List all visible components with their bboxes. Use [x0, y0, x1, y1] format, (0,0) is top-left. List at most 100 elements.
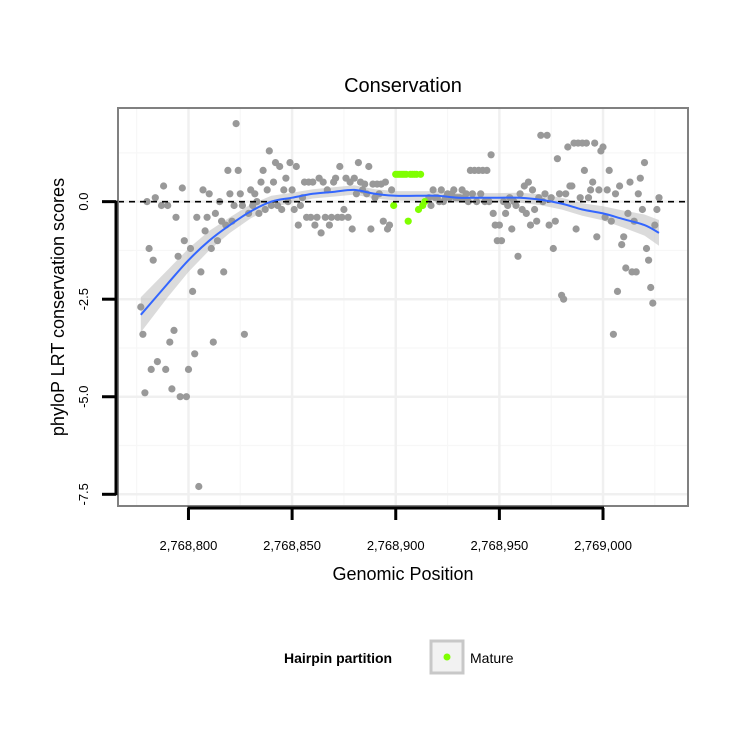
- data-point-other: [642, 244, 651, 253]
- data-point-other: [253, 198, 261, 206]
- y-tick-label: 0.0: [76, 193, 91, 211]
- data-point-other: [526, 221, 535, 229]
- data-point-other: [230, 201, 238, 210]
- data-point-other: [149, 256, 157, 264]
- data-point-other: [647, 283, 655, 292]
- data-point-other: [595, 186, 603, 194]
- data-point-other: [649, 299, 657, 307]
- data-point-other: [616, 182, 624, 190]
- data-point-other: [348, 225, 356, 233]
- data-point-other: [174, 252, 182, 260]
- data-point-other: [193, 213, 201, 221]
- data-point-other: [437, 186, 445, 194]
- points-mature-series: [390, 170, 429, 225]
- data-point-other: [427, 201, 435, 210]
- data-point-other: [238, 201, 246, 210]
- data-point-other: [350, 174, 358, 182]
- data-point-other: [549, 244, 557, 253]
- data-point-other: [626, 178, 634, 186]
- data-point-other: [587, 186, 595, 194]
- y-tick-label: -7.5: [76, 483, 91, 505]
- chart-title: Conservation: [344, 75, 462, 97]
- data-point-mature: [417, 170, 425, 178]
- data-point-mature: [390, 201, 398, 210]
- data-point-other: [508, 225, 516, 233]
- data-point-other: [172, 213, 180, 221]
- data-point-other: [182, 393, 190, 401]
- data-point-other: [280, 186, 288, 194]
- data-point-other: [589, 178, 597, 186]
- legend-label-mature: Mature: [470, 650, 514, 666]
- data-point-other: [141, 389, 149, 397]
- x-tick-label: 2,769,000: [574, 538, 632, 553]
- data-point-other: [379, 217, 387, 225]
- data-point-other: [321, 213, 329, 221]
- data-point-mature: [421, 198, 429, 206]
- data-point-other: [143, 198, 151, 206]
- data-point-other: [545, 221, 553, 229]
- points-other-series: [137, 120, 663, 491]
- data-point-other: [593, 233, 601, 241]
- data-point-other: [307, 213, 315, 221]
- data-point-other: [137, 303, 145, 311]
- data-point-other: [327, 213, 336, 221]
- data-point-other: [560, 295, 568, 303]
- data-point-other: [624, 209, 632, 217]
- data-point-other: [288, 186, 296, 194]
- data-point-other: [236, 190, 244, 198]
- data-point-other: [613, 287, 622, 295]
- data-point-other: [477, 190, 485, 198]
- data-point-other: [584, 194, 593, 202]
- data-point-other: [276, 162, 284, 171]
- data-point-other: [464, 198, 472, 206]
- data-point-other: [317, 229, 325, 237]
- data-point-other: [603, 186, 611, 194]
- data-point-other: [618, 241, 626, 249]
- data-point-other: [189, 287, 197, 295]
- data-point-other: [207, 244, 215, 253]
- data-point-other: [634, 190, 642, 198]
- data-point-other: [336, 162, 344, 171]
- x-tick-label: 2,768,850: [263, 538, 321, 553]
- data-point-other: [537, 131, 545, 139]
- data-point-other: [429, 186, 437, 194]
- data-point-other: [502, 209, 510, 217]
- data-point-other: [147, 365, 155, 373]
- data-point-other: [580, 166, 589, 174]
- data-point-other: [269, 178, 278, 186]
- data-point-other: [640, 159, 649, 167]
- x-axis: 2,768,800 2,768,850 2,768,900 2,768,950 2,76…: [160, 506, 632, 553]
- data-point-other: [489, 209, 497, 217]
- data-point-other: [226, 190, 234, 198]
- data-point-other: [495, 221, 503, 229]
- data-point-other: [145, 244, 153, 253]
- data-point-other: [265, 147, 273, 155]
- panel-border: [117, 107, 689, 507]
- x-tick-label: 2,768,800: [160, 538, 218, 553]
- data-point-other: [354, 159, 362, 167]
- data-point-other: [473, 198, 481, 206]
- data-point-other: [313, 213, 321, 221]
- x-tick-label: 2,768,950: [470, 538, 528, 553]
- data-point-other: [176, 393, 184, 401]
- legend: Hairpin partition Mature: [284, 639, 514, 675]
- data-point-other: [197, 268, 205, 276]
- data-point-other: [224, 166, 232, 174]
- data-point-other: [184, 365, 193, 373]
- data-point-other: [599, 143, 607, 151]
- data-point-other: [290, 205, 298, 214]
- data-point-other: [325, 221, 333, 229]
- data-point-other: [232, 120, 240, 128]
- data-point-other: [636, 174, 644, 182]
- data-point-other: [483, 166, 491, 174]
- data-point-other: [294, 221, 302, 229]
- data-point-other: [338, 213, 346, 221]
- data-point-other: [620, 233, 628, 241]
- data-point-other: [533, 217, 541, 225]
- data-point-other: [344, 213, 352, 221]
- data-point-other: [186, 244, 195, 253]
- data-point-other: [468, 190, 476, 198]
- data-point-other: [199, 186, 207, 194]
- data-point-other: [286, 159, 294, 167]
- data-point-other: [139, 330, 147, 338]
